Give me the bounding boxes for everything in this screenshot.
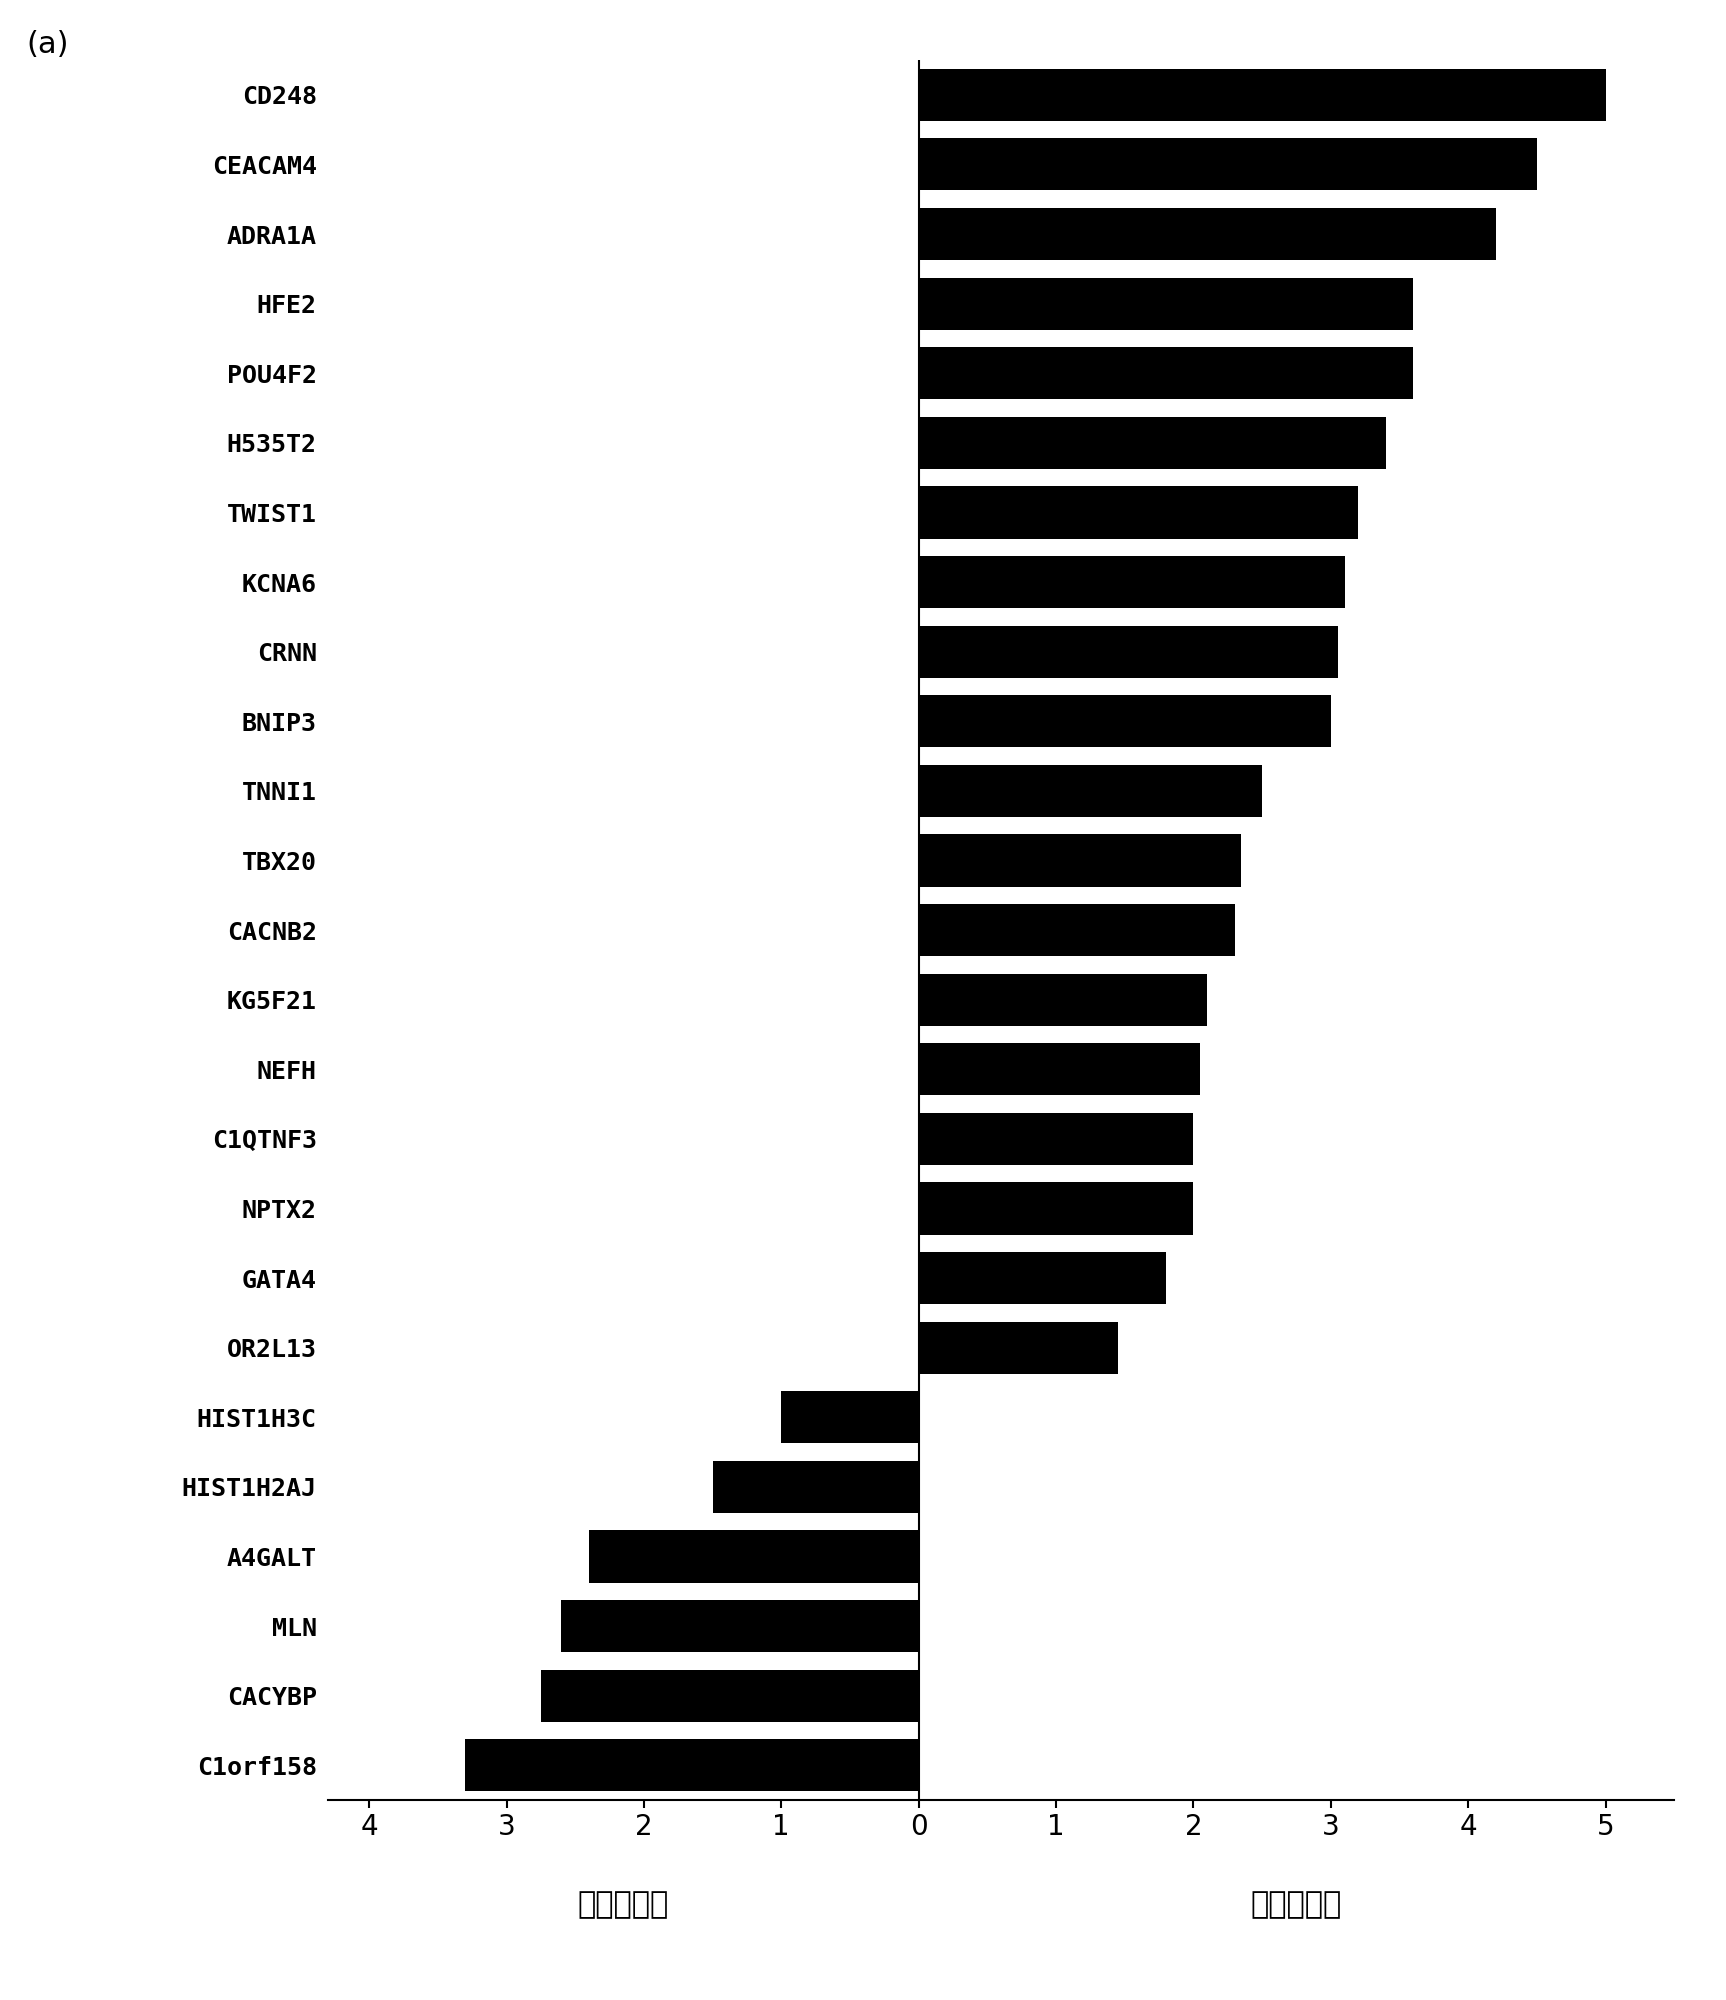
Bar: [918, 138, 1536, 190]
Bar: [918, 1112, 1193, 1164]
Bar: [918, 1322, 1118, 1374]
Bar: [918, 974, 1206, 1026]
Text: 高度甲基化: 高度甲基化: [1251, 1890, 1343, 1920]
Bar: [918, 208, 1496, 260]
Bar: [782, 1392, 918, 1444]
Bar: [540, 1670, 918, 1722]
Bar: [918, 696, 1331, 748]
Bar: [918, 1044, 1200, 1096]
Bar: [918, 416, 1386, 468]
Bar: [561, 1600, 918, 1652]
Bar: [918, 834, 1241, 886]
Bar: [918, 1252, 1167, 1304]
Bar: [918, 626, 1338, 678]
Text: 低度甲基化: 低度甲基化: [578, 1890, 670, 1920]
Bar: [918, 486, 1358, 538]
Bar: [713, 1460, 918, 1512]
Bar: [918, 764, 1262, 816]
Bar: [589, 1530, 918, 1582]
Bar: [918, 904, 1234, 956]
Bar: [918, 556, 1345, 608]
Bar: [466, 1740, 918, 1792]
Bar: [918, 68, 1605, 120]
Bar: [918, 1182, 1193, 1234]
Bar: [918, 278, 1414, 330]
Text: (a): (a): [26, 30, 69, 58]
Bar: [918, 348, 1414, 400]
